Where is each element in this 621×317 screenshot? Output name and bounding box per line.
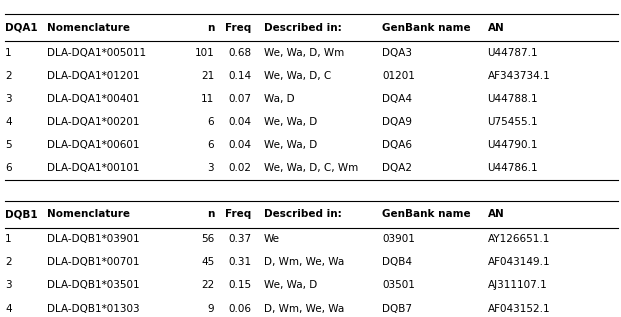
Text: Freq: Freq	[225, 23, 252, 33]
Text: Wa, D: Wa, D	[264, 94, 294, 104]
Text: AN: AN	[487, 23, 504, 33]
Text: AY126651.1: AY126651.1	[487, 234, 550, 244]
Text: 56: 56	[201, 234, 214, 244]
Text: DLA-DQB1*00701: DLA-DQB1*00701	[47, 257, 139, 267]
Text: 6: 6	[5, 164, 12, 173]
Text: DQB4: DQB4	[382, 257, 412, 267]
Text: DLA-DQB1*03501: DLA-DQB1*03501	[47, 281, 139, 290]
Text: U44788.1: U44788.1	[487, 94, 538, 104]
Text: AN: AN	[487, 209, 504, 219]
Text: DQA3: DQA3	[382, 48, 412, 58]
Text: We, Wa, D, C: We, Wa, D, C	[264, 71, 331, 81]
Text: U44790.1: U44790.1	[487, 140, 538, 150]
Text: 3: 3	[5, 281, 12, 290]
Text: Described in:: Described in:	[264, 209, 342, 219]
Text: DLA-DQA1*00601: DLA-DQA1*00601	[47, 140, 139, 150]
Text: DLA-DQB1*01303: DLA-DQB1*01303	[47, 304, 139, 314]
Text: 2: 2	[5, 71, 12, 81]
Text: 21: 21	[201, 71, 214, 81]
Text: 0.06: 0.06	[229, 304, 252, 314]
Text: 3: 3	[5, 94, 12, 104]
Text: DQB7: DQB7	[382, 304, 412, 314]
Text: D, Wm, We, Wa: D, Wm, We, Wa	[264, 257, 344, 267]
Text: U75455.1: U75455.1	[487, 117, 538, 127]
Text: 03901: 03901	[382, 234, 415, 244]
Text: 0.07: 0.07	[229, 94, 252, 104]
Text: 0.02: 0.02	[229, 164, 252, 173]
Text: 6: 6	[207, 117, 214, 127]
Text: Described in:: Described in:	[264, 23, 342, 33]
Text: DQA6: DQA6	[382, 140, 412, 150]
Text: 1: 1	[5, 48, 12, 58]
Text: We, Wa, D, Wm: We, Wa, D, Wm	[264, 48, 344, 58]
Text: 0.68: 0.68	[229, 48, 252, 58]
Text: 01201: 01201	[382, 71, 415, 81]
Text: GenBank name: GenBank name	[382, 23, 471, 33]
Text: DQA2: DQA2	[382, 164, 412, 173]
Text: DQA4: DQA4	[382, 94, 412, 104]
Text: 4: 4	[5, 117, 12, 127]
Text: 03501: 03501	[382, 281, 415, 290]
Text: D, Wm, We, Wa: D, Wm, We, Wa	[264, 304, 344, 314]
Text: We, Wa, D, C, Wm: We, Wa, D, C, Wm	[264, 164, 358, 173]
Text: We: We	[264, 234, 280, 244]
Text: 45: 45	[201, 257, 214, 267]
Text: DQA9: DQA9	[382, 117, 412, 127]
Text: AJ311107.1: AJ311107.1	[487, 281, 547, 290]
Text: Nomenclature: Nomenclature	[47, 23, 130, 33]
Text: 0.14: 0.14	[229, 71, 252, 81]
Text: 0.31: 0.31	[229, 257, 252, 267]
Text: 0.04: 0.04	[229, 117, 252, 127]
Text: AF043149.1: AF043149.1	[487, 257, 550, 267]
Text: GenBank name: GenBank name	[382, 209, 471, 219]
Text: U44787.1: U44787.1	[487, 48, 538, 58]
Text: 11: 11	[201, 94, 214, 104]
Text: DLA-DQA1*01201: DLA-DQA1*01201	[47, 71, 139, 81]
Text: 22: 22	[201, 281, 214, 290]
Text: DLA-DQB1*03901: DLA-DQB1*03901	[47, 234, 139, 244]
Text: DLA-DQA1*00201: DLA-DQA1*00201	[47, 117, 139, 127]
Text: 1: 1	[5, 234, 12, 244]
Text: DLA-DQA1*005011: DLA-DQA1*005011	[47, 48, 146, 58]
Text: DLA-DQA1*00101: DLA-DQA1*00101	[47, 164, 139, 173]
Text: 9: 9	[207, 304, 214, 314]
Text: We, Wa, D: We, Wa, D	[264, 281, 317, 290]
Text: We, Wa, D: We, Wa, D	[264, 117, 317, 127]
Text: 5: 5	[5, 140, 12, 150]
Text: DQA1: DQA1	[5, 23, 38, 33]
Text: 0.04: 0.04	[229, 140, 252, 150]
Text: 4: 4	[5, 304, 12, 314]
Text: 0.15: 0.15	[229, 281, 252, 290]
Text: AF343734.1: AF343734.1	[487, 71, 550, 81]
Text: AF043152.1: AF043152.1	[487, 304, 550, 314]
Text: 101: 101	[194, 48, 214, 58]
Text: Freq: Freq	[225, 209, 252, 219]
Text: 6: 6	[207, 140, 214, 150]
Text: n: n	[207, 209, 214, 219]
Text: We, Wa, D: We, Wa, D	[264, 140, 317, 150]
Text: 2: 2	[5, 257, 12, 267]
Text: 0.37: 0.37	[229, 234, 252, 244]
Text: Nomenclature: Nomenclature	[47, 209, 130, 219]
Text: 3: 3	[207, 164, 214, 173]
Text: U44786.1: U44786.1	[487, 164, 538, 173]
Text: DLA-DQA1*00401: DLA-DQA1*00401	[47, 94, 139, 104]
Text: n: n	[207, 23, 214, 33]
Text: DQB1: DQB1	[5, 209, 38, 219]
